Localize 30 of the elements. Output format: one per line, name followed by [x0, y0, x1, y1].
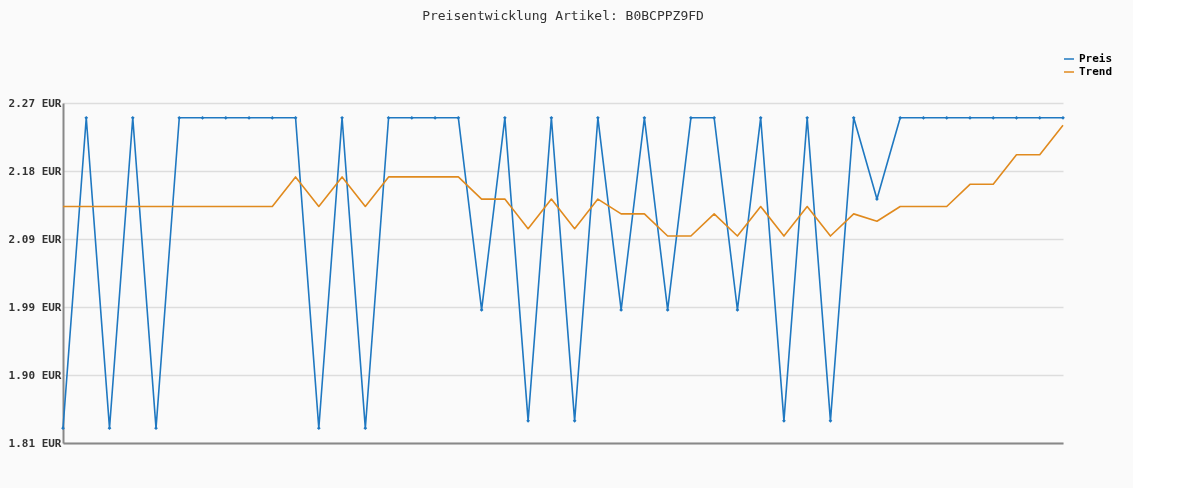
y-tick-label: 1.90 EUR	[8, 368, 62, 382]
point	[61, 426, 65, 431]
point	[433, 115, 437, 120]
point	[340, 115, 344, 120]
point	[107, 426, 112, 431]
point	[921, 115, 926, 120]
y-tick-label: 1.81 EUR	[8, 436, 62, 450]
line-series	[62, 124, 1064, 237]
point	[572, 418, 577, 423]
chart-title: Preisentwicklung Artikel: B0BCPPZ9FD	[422, 8, 705, 23]
point	[665, 308, 670, 312]
point	[386, 115, 391, 120]
point	[968, 115, 972, 120]
point	[735, 308, 740, 312]
y-tick-label: 1.99 EUR	[8, 300, 62, 314]
point	[549, 115, 554, 120]
point	[479, 308, 484, 312]
point	[247, 115, 251, 120]
y-tick-label: 2.09 EUR	[8, 232, 62, 246]
legend-label: Preis	[1079, 52, 1113, 65]
point	[200, 115, 205, 120]
point	[293, 115, 298, 120]
point	[1061, 115, 1065, 120]
point	[828, 418, 833, 423]
y-tick-label: 2.27 EUR	[8, 96, 62, 110]
point	[154, 426, 158, 431]
point	[1014, 115, 1019, 120]
legend-label: Trend	[1079, 65, 1113, 78]
y-tick-label: 2.18 EUR	[8, 164, 62, 178]
point	[642, 115, 647, 120]
